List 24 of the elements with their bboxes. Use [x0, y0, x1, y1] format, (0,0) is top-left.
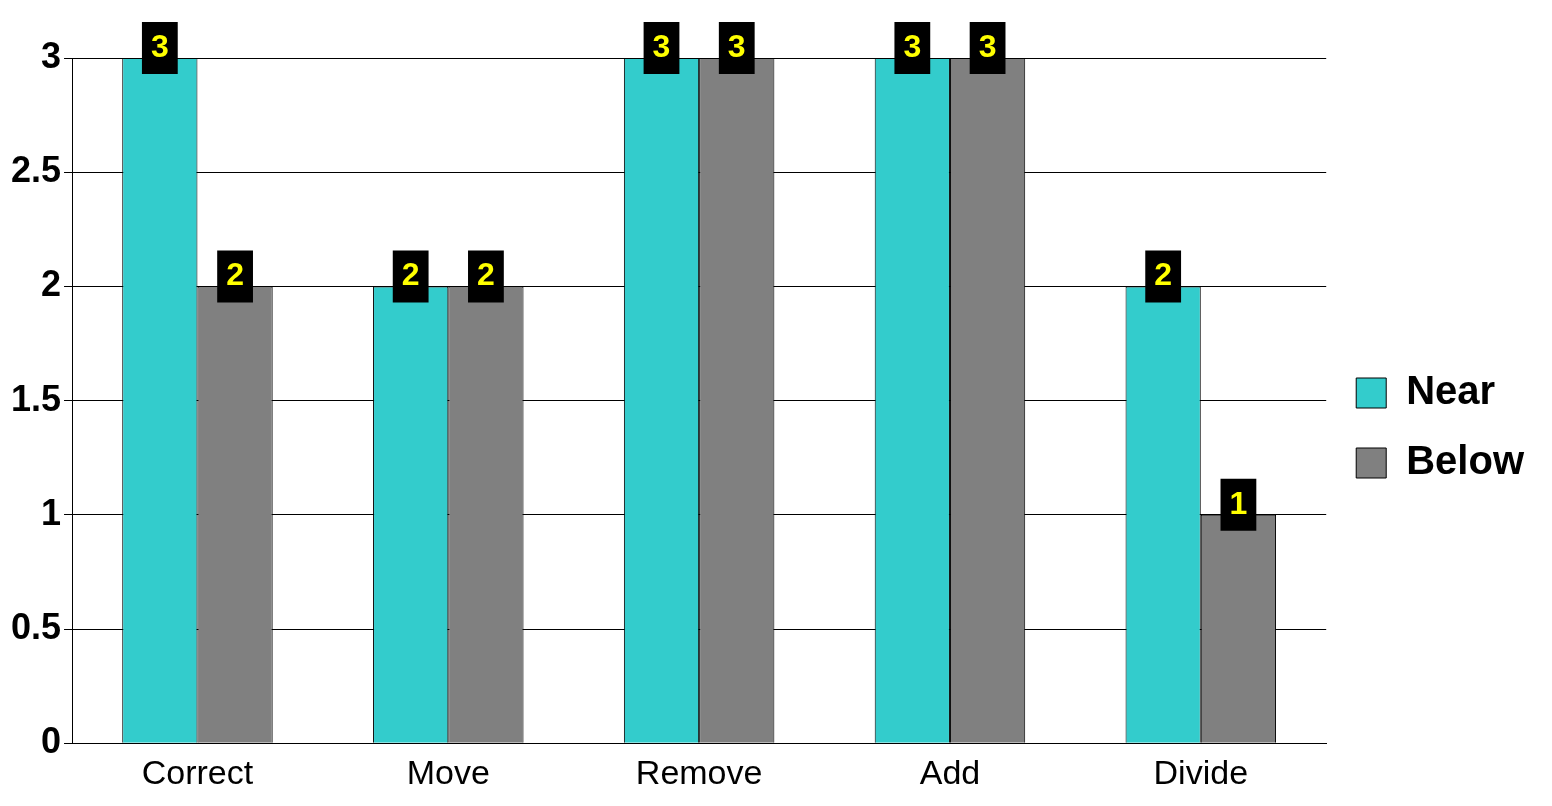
data-label: 2 — [477, 256, 495, 293]
y-tick-label: 0 — [41, 720, 62, 762]
legend-label: Below — [1406, 438, 1525, 483]
y-tick-label: 1.5 — [11, 377, 62, 419]
y-tick-label: 0.5 — [11, 605, 62, 647]
y-tick-label: 1 — [41, 491, 62, 533]
x-tick-label: Add — [919, 752, 981, 791]
data-label: 3 — [727, 27, 746, 64]
data-label: 3 — [150, 27, 169, 64]
y-tick-label: 3 — [41, 34, 62, 76]
data-label: 2 — [1154, 256, 1173, 293]
x-tick-label: Move — [406, 752, 490, 791]
legend-label: Near — [1406, 368, 1496, 413]
y-tick-label: 2.5 — [11, 149, 62, 191]
data-label: 3 — [903, 27, 922, 64]
data-label: 1 — [1229, 484, 1248, 521]
x-tick-label: Correct — [141, 752, 254, 791]
data-label: 2 — [226, 256, 244, 293]
y-tick-label: 2 — [41, 263, 62, 305]
x-tick-label: Remove — [635, 752, 763, 791]
x-tick-label: Divide — [1153, 752, 1249, 791]
data-label: 3 — [978, 27, 997, 64]
data-label: 2 — [401, 256, 420, 293]
data-label: 3 — [652, 27, 671, 64]
